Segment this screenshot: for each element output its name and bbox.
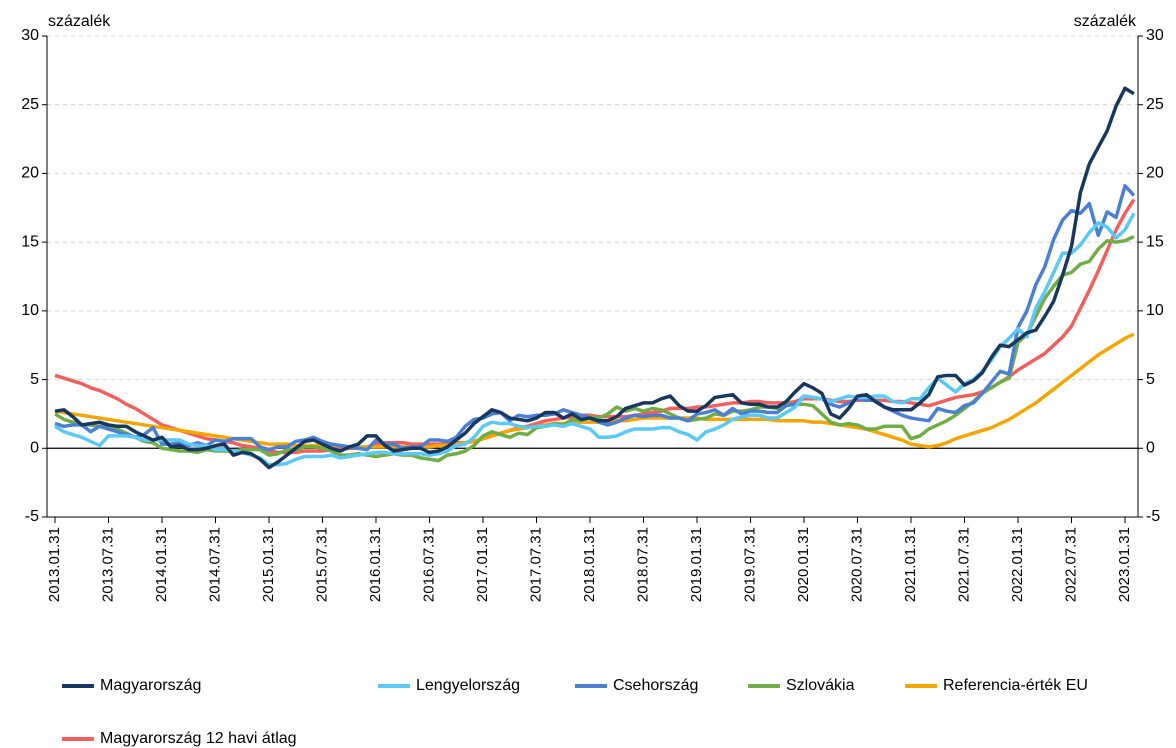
y2-tick-label: 10 <box>1146 302 1164 319</box>
x-tick-label: 2018.01.31 <box>581 527 598 602</box>
y2-tick-label: -5 <box>1146 508 1160 525</box>
x-tick-label: 2021.01.31 <box>902 527 919 602</box>
x-tick-label: 2016.01.31 <box>367 527 384 602</box>
x-tick-label: 2013.07.31 <box>99 527 116 602</box>
x-tick-label: 2017.07.31 <box>527 527 544 602</box>
x-tick-label: 2014.07.31 <box>206 527 223 602</box>
y2-tick-label: 0 <box>1146 440 1155 457</box>
x-tick-label: 2019.01.31 <box>688 527 705 602</box>
x-tick-label: 2018.07.31 <box>634 527 651 602</box>
y-tick-label: 25 <box>21 96 39 113</box>
y2-tick-label: 30 <box>1146 27 1164 44</box>
y2-tick-label: 20 <box>1146 165 1164 182</box>
y-tick-label: 15 <box>21 233 39 250</box>
x-tick-label: 2020.01.31 <box>795 527 812 602</box>
y-tick-label: -5 <box>25 508 39 525</box>
y-tick-label: 20 <box>21 165 39 182</box>
y2-tick-label: 5 <box>1146 371 1155 388</box>
legend-label: Magyarország 12 havi átlag <box>100 730 297 747</box>
x-tick-label: 2015.07.31 <box>313 527 330 602</box>
x-tick-label: 2023.01.31 <box>1116 527 1133 602</box>
legend-label: Referencia-érték EU <box>943 677 1088 694</box>
x-tick-label: 2022.07.31 <box>1062 527 1079 602</box>
legend-label: Magyarország <box>100 677 201 694</box>
x-tick-label: 2016.07.31 <box>420 527 437 602</box>
series-line <box>54 86 1135 470</box>
x-tick-label: 2014.01.31 <box>153 527 170 602</box>
series-line <box>54 198 1136 455</box>
y2-axis-label: százalék <box>1074 13 1137 30</box>
x-tick-label: 2015.01.31 <box>260 527 277 602</box>
x-tick-label: 2020.07.31 <box>848 527 865 602</box>
series-line <box>54 212 1136 467</box>
x-tick-label: 2021.07.31 <box>955 527 972 602</box>
y-axis-label: százalék <box>48 13 111 30</box>
legend-label: Csehország <box>613 677 698 694</box>
y2-tick-label: 25 <box>1146 96 1164 113</box>
x-tick-label: 2019.07.31 <box>741 527 758 602</box>
series-line <box>54 184 1136 452</box>
y-tick-label: 10 <box>21 302 39 319</box>
series-line <box>54 235 1135 463</box>
y-tick-label: 0 <box>30 440 39 457</box>
series-line <box>54 332 1135 449</box>
legend-label: Szlovákia <box>786 677 855 694</box>
x-tick-label: 2013.01.31 <box>46 527 63 602</box>
y-tick-label: 30 <box>21 27 39 44</box>
legend-label: Lengyelország <box>416 677 520 694</box>
x-tick-label: 2017.01.31 <box>474 527 491 602</box>
y-tick-label: 5 <box>30 371 39 388</box>
x-tick-label: 2022.01.31 <box>1009 527 1026 602</box>
y2-tick-label: 15 <box>1146 233 1164 250</box>
